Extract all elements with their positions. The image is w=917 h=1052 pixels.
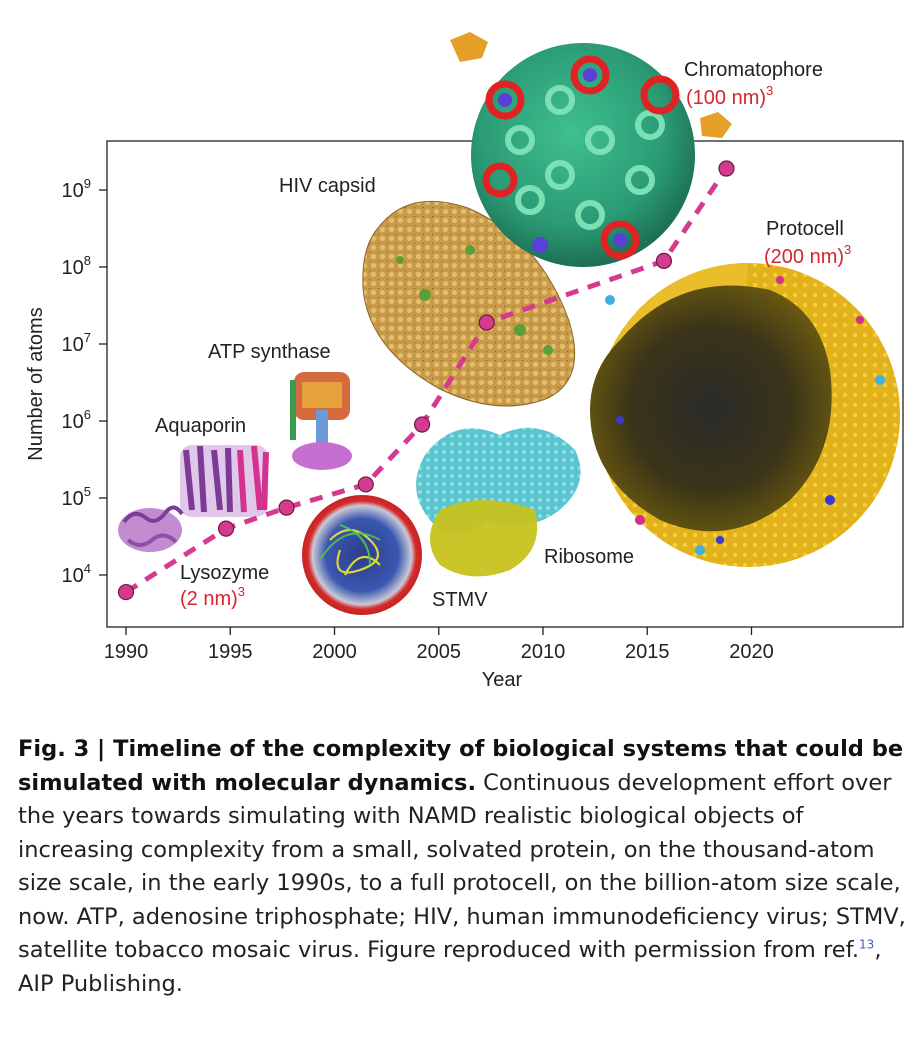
label-lysozyme: Lysozyme: [180, 562, 269, 584]
figure-chart: 1990 1995 2000 2005 2010 2015 2020 10410510610…: [25, 32, 904, 691]
stmv-illustration: [302, 495, 422, 615]
atp-synthase-illustration: [290, 372, 352, 470]
x-tick-label: 1990: [104, 641, 149, 663]
data-point: [718, 160, 735, 177]
data-point: [278, 499, 295, 516]
x-tick-label: 2020: [729, 641, 774, 663]
data-point: [655, 252, 673, 270]
data-point: [117, 583, 135, 601]
ribosome-illustration: [416, 427, 581, 577]
x-axis: 1990 1995 2000 2005 2010 2015 2020: [104, 627, 774, 663]
label-protocell-size: (200 nm)3: [764, 242, 851, 268]
x-tick-label: 2005: [417, 641, 462, 663]
label-chromatophore: Chromatophore: [684, 59, 823, 81]
label-ribosome: Ribosome: [544, 546, 634, 568]
data-point: [217, 520, 235, 537]
label-atp-synthase: ATP synthase: [208, 341, 331, 363]
series-line: [124, 167, 729, 595]
x-tick-label: 2010: [521, 641, 566, 663]
caption-ref-link[interactable]: 13: [859, 937, 875, 952]
label-stmv: STMV: [432, 589, 488, 611]
y-tick-label: 107: [62, 330, 91, 356]
x-tick-label: 1995: [208, 641, 253, 663]
y-axis: 104 105 106 107 108 109: [62, 176, 107, 587]
label-protocell: Protocell: [766, 218, 844, 240]
x-tick-label: 2015: [625, 641, 670, 663]
chromatophore-illustration: [450, 32, 732, 267]
aquaporin-illustration: [180, 445, 269, 517]
lysozyme-illustration: [118, 505, 184, 552]
data-series: [117, 160, 735, 601]
protocell-illustration: [590, 263, 900, 567]
data-point: [478, 314, 495, 331]
caption-tail: , AIP Publishing.: [18, 937, 882, 997]
x-tick-label: 2000: [312, 641, 357, 663]
data-point: [357, 476, 374, 493]
data-point: [413, 416, 431, 433]
label-hiv-capsid: HIV capsid: [279, 175, 376, 197]
caption-body: Continuous development effort over the y…: [18, 769, 906, 964]
y-tick-label: 108: [62, 253, 91, 279]
x-axis-label: Year: [482, 669, 523, 691]
hiv-capsid-illustration: [362, 200, 576, 407]
label-aquaporin: Aquaporin: [155, 415, 246, 437]
y-tick-label: 106: [62, 407, 91, 433]
figure-caption: Fig. 3 | Timeline of the complexity of b…: [18, 733, 908, 1001]
label-lysozyme-size: (2 nm)3: [180, 584, 245, 610]
y-tick-label: 105: [62, 484, 91, 510]
label-chromatophore-size: (100 nm)3: [686, 83, 773, 109]
y-tick-label: 109: [62, 176, 91, 202]
caption-title: Fig. 3 | Timeline of the complexity of b…: [18, 736, 904, 796]
y-tick-label: 104: [62, 561, 91, 587]
y-axis-label: Number of atoms: [25, 307, 47, 460]
